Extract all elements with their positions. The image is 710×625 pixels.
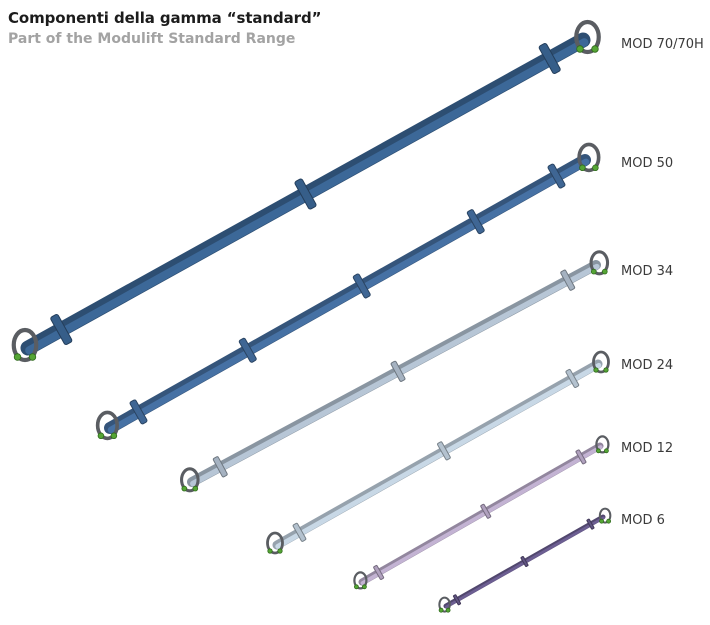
beam-flange <box>538 42 561 74</box>
shackle-bolt <box>592 164 599 172</box>
beam-tube-highlight <box>190 263 600 487</box>
shackle-bolt <box>579 164 586 172</box>
beam-tube-highlight <box>275 362 602 549</box>
shackle <box>598 507 612 524</box>
model-label-mod-34: MOD 34 <box>621 264 674 279</box>
beam-flange <box>480 503 492 519</box>
shackle <box>438 596 451 613</box>
shackle-bolt <box>181 485 188 492</box>
shackle <box>577 142 601 173</box>
beam-flange <box>238 337 257 363</box>
shackle <box>353 571 368 590</box>
shackle-bolt <box>593 367 599 373</box>
shackle-bolt <box>591 45 599 53</box>
beam-1 <box>11 19 601 363</box>
shackle <box>574 19 601 55</box>
shackle-bolt <box>604 448 609 454</box>
shackle-bolt <box>601 268 608 275</box>
shackle-bolt <box>599 518 604 524</box>
model-label-mod-50: MOD 50 <box>621 156 674 171</box>
page-title: Componenti della gamma “standard” <box>8 9 322 27</box>
beam-flange <box>352 273 371 299</box>
beam-flange <box>547 163 566 189</box>
beam-2 <box>95 142 601 441</box>
shackle <box>180 467 200 493</box>
beam-flange <box>586 518 595 530</box>
beam-flange <box>466 209 485 235</box>
beam-4 <box>266 350 610 555</box>
beam-flange <box>373 565 385 580</box>
shackle-bolt <box>267 548 273 554</box>
shackle <box>95 410 119 441</box>
model-label-mod-12: MOD 12 <box>621 441 674 456</box>
shackle <box>589 250 610 276</box>
beam-flange <box>452 594 462 606</box>
beam-tube-highlight <box>360 445 603 586</box>
beam-flange <box>560 269 576 291</box>
shackle-bolt <box>110 432 118 440</box>
shackle-bolt <box>192 485 199 492</box>
shackle <box>11 327 39 363</box>
shackle-bolt <box>97 432 105 440</box>
beam-flange <box>565 368 580 388</box>
shackle <box>592 350 610 374</box>
shackle-bolt <box>13 353 22 361</box>
shackle <box>266 531 284 555</box>
shackle-bolt <box>603 367 609 373</box>
shackle-bolt <box>590 268 597 275</box>
shackle-bolt <box>438 607 444 613</box>
shackle-bolt <box>353 584 359 590</box>
beam-flange <box>212 456 228 478</box>
beam-flange <box>129 399 148 425</box>
beam-6 <box>438 507 612 613</box>
shackle-bolt <box>277 548 283 554</box>
shackle-bolt <box>576 45 584 53</box>
beam-flange <box>50 314 73 346</box>
beam-flange <box>575 449 587 465</box>
beam-5 <box>353 435 610 590</box>
page-subtitle: Part of the Modulift Standard Range <box>8 31 296 47</box>
model-label-mod-70: MOD 70/70H <box>621 37 704 52</box>
beam-flange <box>292 522 307 542</box>
shackle-bolt <box>28 353 37 361</box>
shackle-bolt <box>606 518 611 524</box>
beam-flange <box>520 556 529 567</box>
beam-tube-highlight <box>107 158 590 434</box>
beam-flange <box>294 178 317 210</box>
beam-3 <box>180 250 610 493</box>
model-label-mod-6: MOD 6 <box>621 513 665 528</box>
beam-flange <box>437 441 451 461</box>
model-label-mod-24: MOD 24 <box>621 358 674 373</box>
shackle-bolt <box>596 448 601 454</box>
shackle <box>595 435 610 454</box>
shackle-bolt <box>445 607 451 613</box>
beam-flange <box>390 360 406 382</box>
shackle-bolt <box>361 584 367 590</box>
